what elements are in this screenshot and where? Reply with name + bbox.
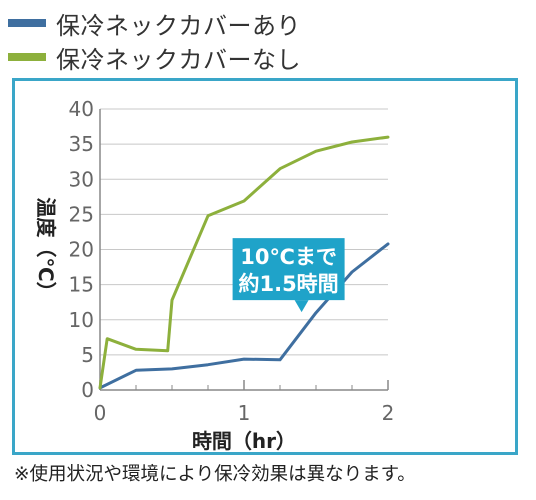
legend-label-with-cover: 保冷ネックカバーあり bbox=[56, 11, 301, 40]
legend: 保冷ネックカバーあり 保冷ネックカバーなし bbox=[8, 6, 301, 74]
y-tick-label: 30 bbox=[69, 167, 94, 191]
legend-swatch-without-cover bbox=[8, 53, 46, 61]
y-tick-label: 25 bbox=[69, 202, 94, 226]
y-tick-label: 40 bbox=[69, 97, 94, 121]
annotation-box bbox=[232, 238, 345, 301]
annotation-text-line: 約1.5時間 bbox=[238, 272, 338, 296]
annotation-text-line: 10℃まで bbox=[240, 245, 337, 269]
legend-item-with-cover: 保冷ネックカバーあり bbox=[8, 6, 301, 40]
x-tick-label: 2 bbox=[382, 401, 395, 425]
series-line-without-cover bbox=[98, 135, 390, 390]
y-tick-label: 0 bbox=[81, 378, 94, 402]
y-tick-label: 15 bbox=[69, 273, 94, 297]
y-tick-label: 10 bbox=[69, 308, 94, 332]
y-axis-title: 温度（℃） bbox=[34, 197, 58, 301]
chart-frame: 0 5 10 15 20 25 30 35 40 0 1 2 10℃まで約1.5時間時間（hr） 温度（℃… bbox=[12, 78, 518, 455]
x-tick-label: 1 bbox=[238, 401, 251, 425]
legend-swatch-with-cover bbox=[8, 19, 46, 27]
x-axis-title: 時間（hr） bbox=[192, 429, 296, 452]
y-tick-label: 5 bbox=[81, 343, 94, 367]
annotation-pointer bbox=[294, 300, 309, 313]
y-tick-label: 20 bbox=[69, 238, 94, 262]
legend-label-without-cover: 保冷ネックカバーなし bbox=[56, 45, 301, 74]
y-tick-label: 35 bbox=[69, 132, 94, 156]
legend-item-without-cover: 保冷ネックカバーなし bbox=[8, 40, 301, 74]
x-tick-label: 0 bbox=[94, 401, 107, 425]
footnote: ※使用状況や環境により保冷効果は異なります。 bbox=[14, 464, 416, 485]
